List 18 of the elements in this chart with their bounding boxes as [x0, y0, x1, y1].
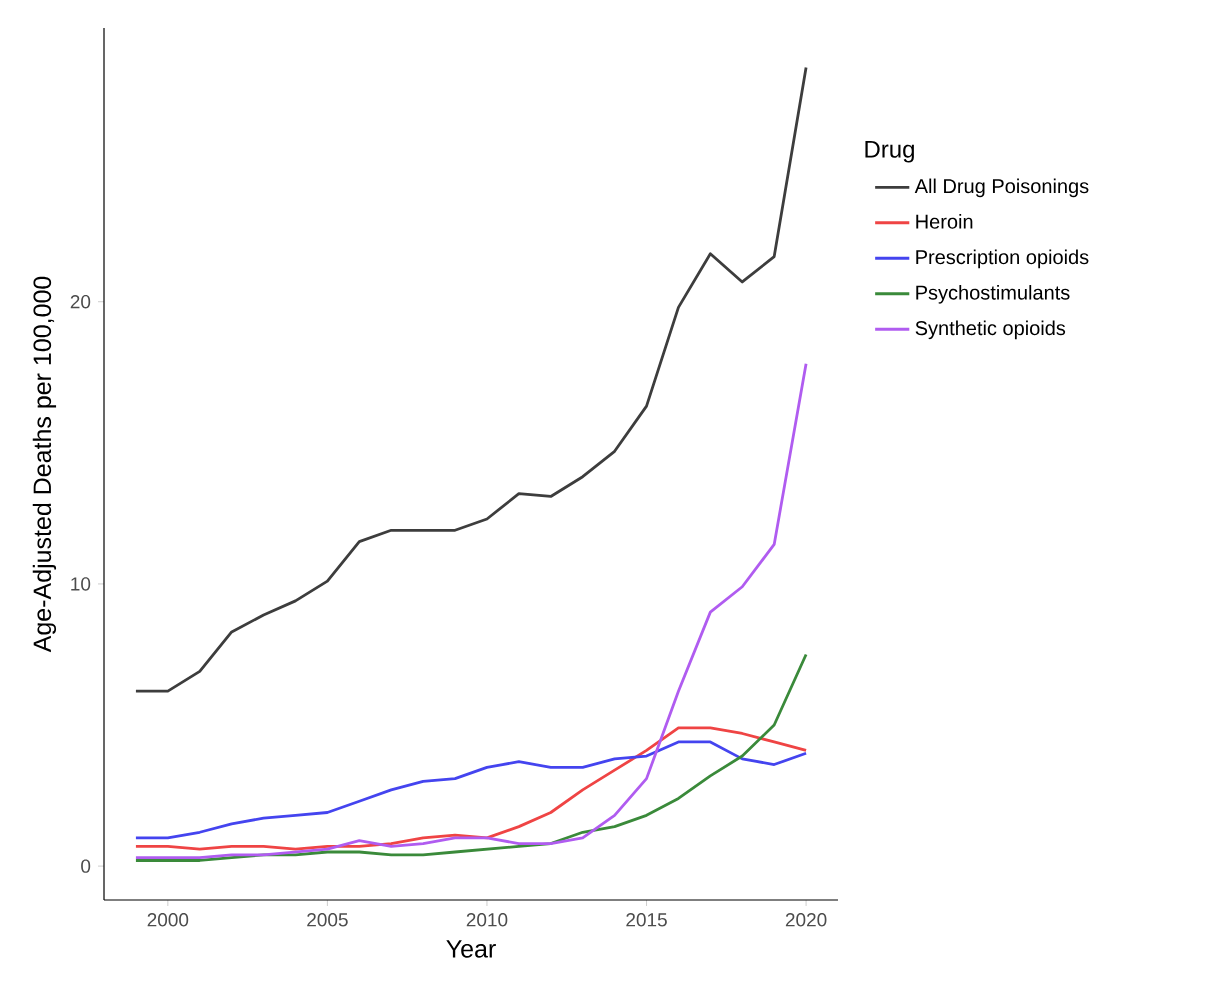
x-axis-title: Year — [446, 940, 496, 958]
x-tick-label: 2010 — [466, 913, 508, 927]
line-series — [134, 726, 808, 851]
legend-label: Psychostimulants — [916, 285, 1070, 304]
x-tick-label: 2005 — [307, 913, 348, 927]
legend-title: Drug — [865, 141, 914, 163]
line-series — [134, 740, 808, 840]
legend-label: Heroin — [916, 214, 973, 229]
y-tick-label: 0 — [81, 859, 91, 873]
legend-label: Synthetic opioids — [915, 320, 1066, 340]
y-tick-label: 10 — [71, 577, 91, 591]
x-tick-label: 2015 — [626, 913, 667, 927]
y-tick-label: 20 — [70, 295, 91, 309]
y-axis-title: Age-Adjusted Deaths per 100,000 — [32, 276, 57, 653]
x-tick-label: 2000 — [147, 913, 189, 927]
x-tick-label: 2020 — [785, 913, 827, 927]
legend-label: All Drug Poisonings — [914, 178, 1089, 198]
legend-label: Prescription opioids — [916, 249, 1089, 269]
